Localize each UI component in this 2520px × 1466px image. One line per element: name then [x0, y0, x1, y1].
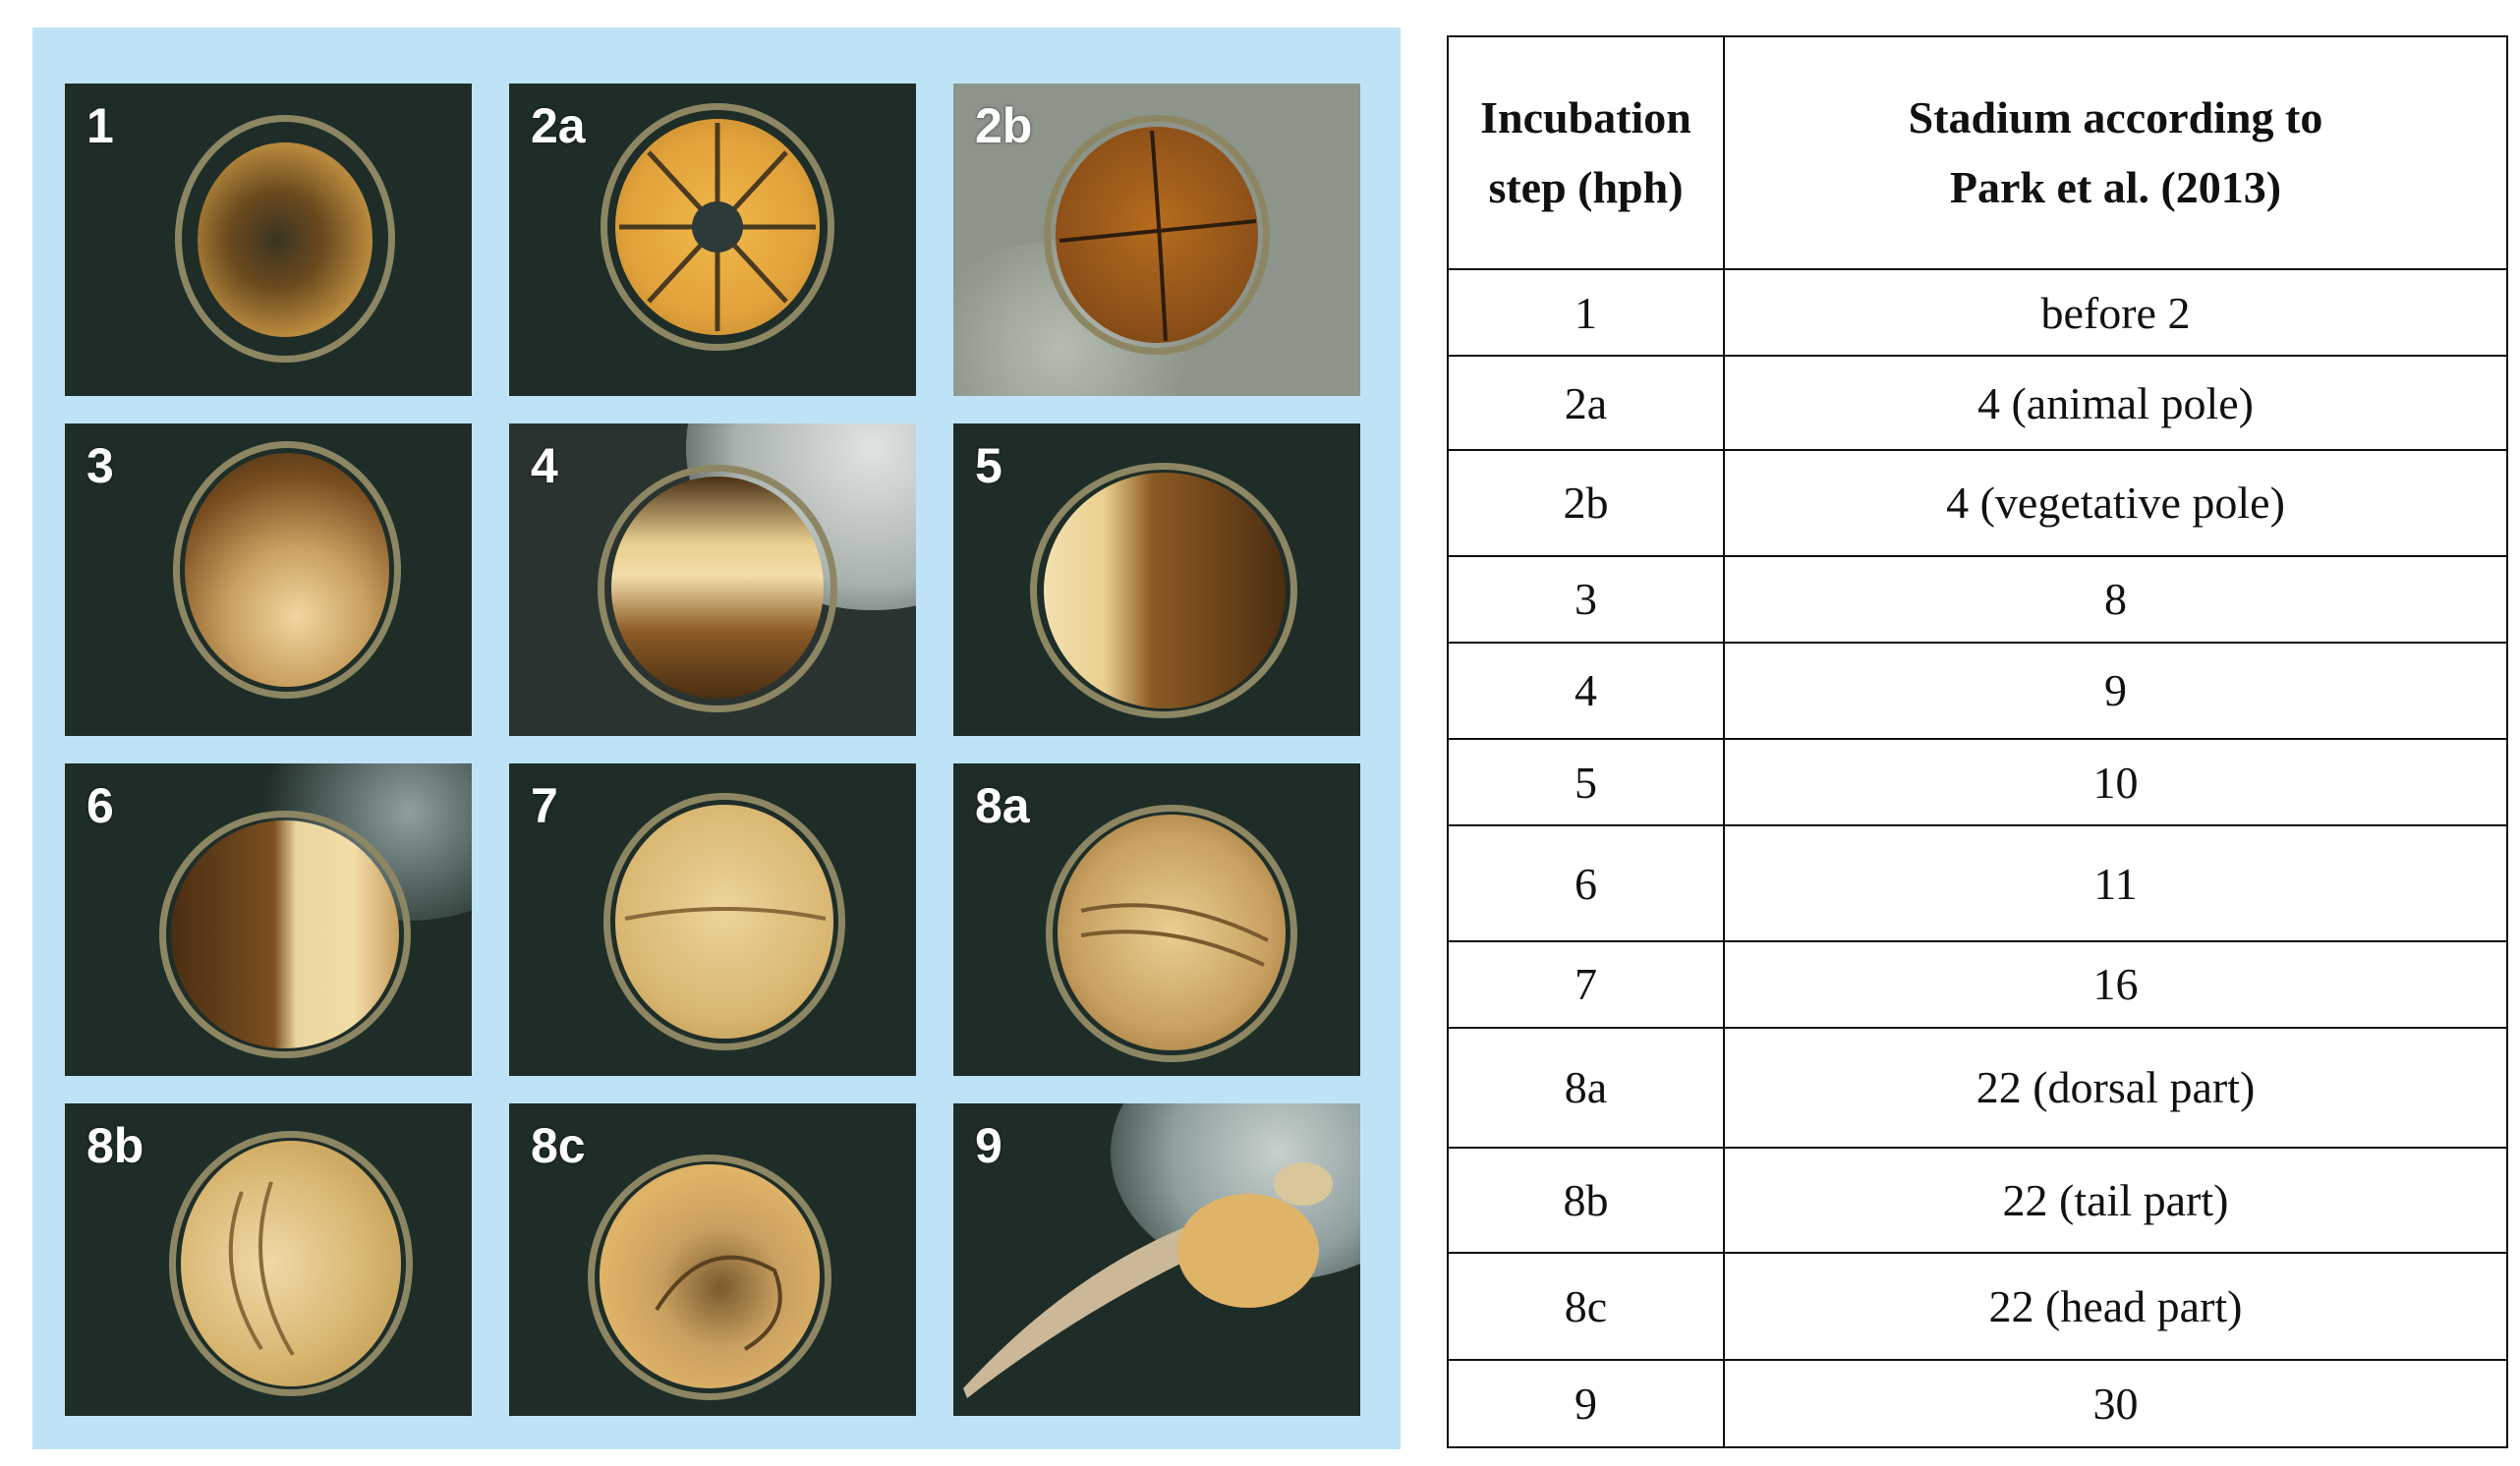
stadium-cell: 8 — [1723, 555, 2508, 644]
table-row: 8b 22 (tail part) — [1447, 1146, 2508, 1255]
panel-label: 6 — [86, 778, 114, 833]
embryo-photo-3: 3 — [65, 423, 472, 736]
table-row: 7 16 — [1447, 939, 2508, 1030]
header-incubation-step-line2: step (hph) — [1488, 162, 1684, 213]
panel-label: 2a — [531, 98, 586, 153]
neural-groove-icon — [624, 907, 827, 921]
stadium-cell: before 2 — [1723, 267, 2508, 358]
step-cell: 6 — [1447, 824, 1725, 942]
step-cell: 2b — [1447, 448, 1725, 558]
stadium-cell: 11 — [1723, 824, 2508, 942]
panel-label: 1 — [86, 98, 114, 153]
panel-label: 7 — [531, 778, 558, 833]
embryo-photo-9: 9 — [953, 1103, 1360, 1416]
table-row: 1 before 2 — [1447, 267, 2508, 358]
head-region-icon — [655, 1255, 782, 1351]
table-row: 8c 22 (head part) — [1447, 1252, 2508, 1361]
embryo-photo-2b: 2b — [953, 84, 1360, 396]
header-stadium-line1: Stadium according to — [1908, 92, 2323, 143]
embryo-photo-8b: 8b — [65, 1103, 472, 1416]
step-cell: 8c — [1447, 1252, 1725, 1361]
embryo-photo-5: 5 — [953, 423, 1360, 736]
cleavage-furrows-icon — [1059, 130, 1257, 342]
header-stadium-line2: Park et al. (2013) — [1949, 162, 2282, 213]
panel-label: 8b — [86, 1118, 144, 1173]
stadium-cell: 9 — [1723, 641, 2508, 740]
stadium-cell: 4 (vegetative pole) — [1723, 448, 2508, 558]
table-row: 8a 22 (dorsal part) — [1447, 1027, 2508, 1149]
panel-label: 5 — [975, 438, 1002, 493]
header-incubation-step-line1: Incubation — [1480, 92, 1691, 143]
table-row: 5 10 — [1447, 737, 2508, 827]
table-row: 9 30 — [1447, 1358, 2508, 1449]
embryo-photo-8a: 8a — [953, 763, 1360, 1076]
panel-label: 4 — [531, 438, 558, 493]
stadium-cell: 22 (dorsal part) — [1723, 1027, 2508, 1149]
embryo-photo-8c: 8c — [509, 1103, 916, 1416]
panel-label: 9 — [975, 1118, 1002, 1173]
cleavage-furrows-icon — [619, 123, 816, 331]
header-incubation-step: Incubation step (hph) — [1447, 35, 1725, 270]
panel-label: 3 — [86, 438, 114, 493]
step-cell: 8b — [1447, 1146, 1725, 1255]
step-cell: 7 — [1447, 939, 1725, 1030]
tail-bud-icon — [228, 1181, 295, 1357]
embryo-photo-grid: 1 2a 2b 3 — [32, 28, 1401, 1449]
panel-label: 2b — [975, 98, 1033, 153]
stage-table: Incubation step (hph) Stadium according … — [1447, 35, 2508, 1449]
step-cell: 2a — [1447, 355, 1725, 451]
step-cell: 8a — [1447, 1027, 1725, 1149]
step-cell: 3 — [1447, 555, 1725, 644]
stadium-cell: 22 (tail part) — [1723, 1146, 2508, 1255]
table-row: 2b 4 (vegetative pole) — [1447, 448, 2508, 558]
step-cell: 9 — [1447, 1358, 1725, 1449]
step-cell: 5 — [1447, 737, 1725, 827]
embryo-photo-7: 7 — [509, 763, 916, 1076]
panel-label: 8c — [531, 1118, 586, 1173]
embryo-photo-2a: 2a — [509, 84, 916, 396]
panel-label: 8a — [975, 778, 1030, 833]
neural-folds-icon — [1080, 903, 1269, 967]
embryo-photo-4: 4 — [509, 423, 916, 736]
embryo-photo-6: 6 — [65, 763, 472, 1076]
table-row: 2a 4 (animal pole) — [1447, 355, 2508, 451]
tadpole-icon — [963, 1162, 1333, 1398]
stadium-cell: 30 — [1723, 1358, 2508, 1449]
header-stadium: Stadium according to Park et al. (2013) — [1723, 35, 2508, 270]
stadium-cell: 16 — [1723, 939, 2508, 1030]
embryo-photo-1: 1 — [65, 84, 472, 396]
step-cell: 1 — [1447, 267, 1725, 358]
stadium-cell: 4 (animal pole) — [1723, 355, 2508, 451]
table-row: 6 11 — [1447, 824, 2508, 942]
step-cell: 4 — [1447, 641, 1725, 740]
table-header-row: Incubation step (hph) Stadium according … — [1447, 35, 2508, 270]
stadium-cell: 22 (head part) — [1723, 1252, 2508, 1361]
stadium-cell: 10 — [1723, 737, 2508, 827]
